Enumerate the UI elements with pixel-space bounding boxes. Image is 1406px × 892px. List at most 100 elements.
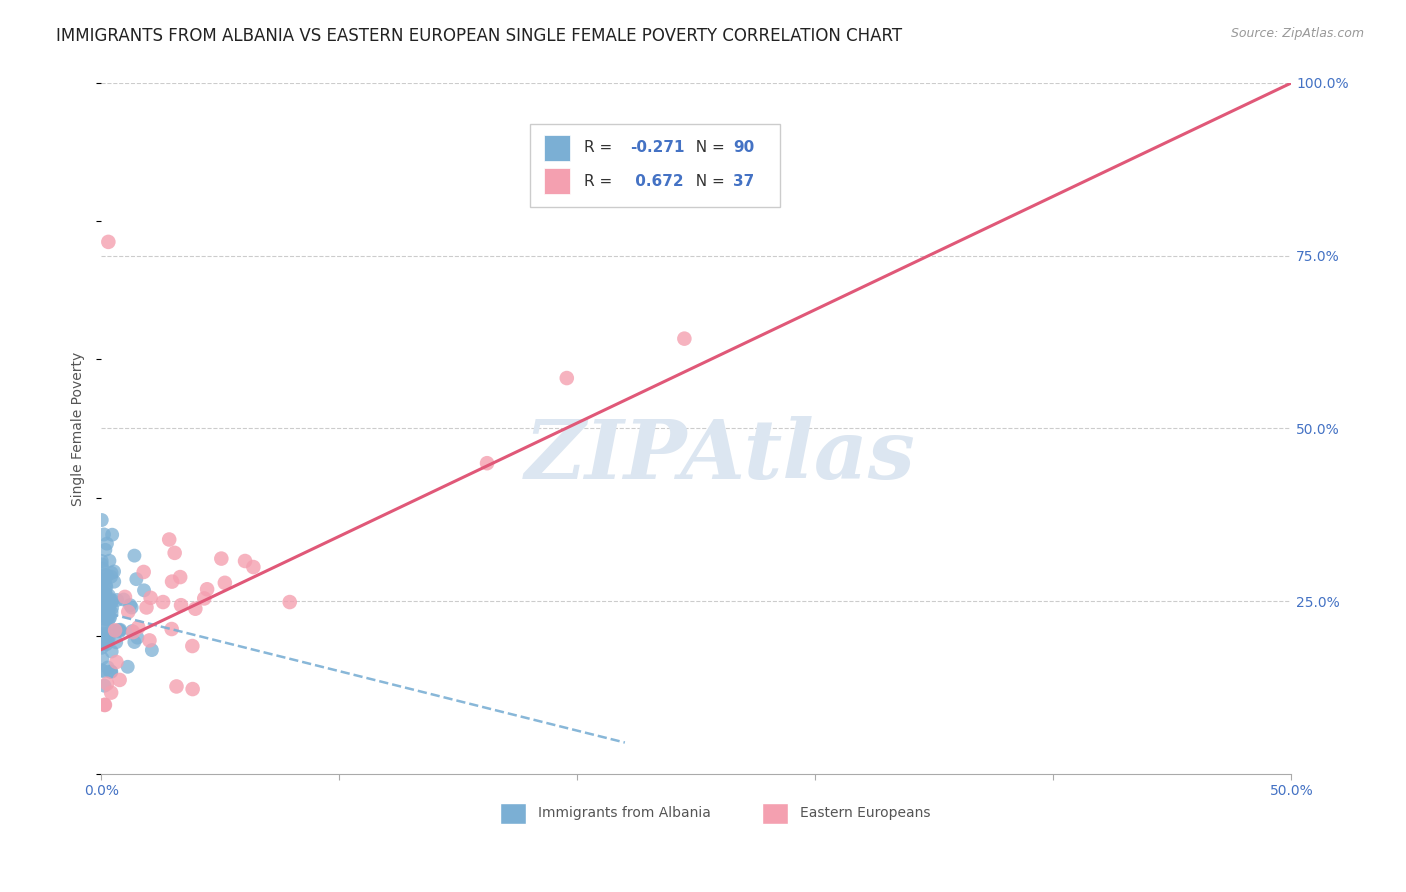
Point: [97, 589, 120, 603]
Point: [108, 623, 131, 637]
Point: [193, 591, 215, 606]
Point: [97, 235, 120, 249]
Point: [141, 643, 163, 657]
Point: [103, 565, 125, 579]
Text: N =: N =: [686, 174, 730, 188]
Point: [90, 595, 112, 609]
Point: [97, 594, 120, 608]
Point: [96, 637, 118, 651]
Point: [124, 549, 146, 563]
Point: [475, 456, 498, 470]
Point: [97, 612, 120, 626]
Point: [124, 635, 146, 649]
Point: [90, 574, 112, 588]
Point: [105, 655, 128, 669]
Point: [90, 558, 112, 572]
Point: [139, 591, 162, 605]
Point: [112, 592, 135, 607]
Point: [97, 598, 120, 612]
Point: [127, 631, 149, 645]
Point: [93, 573, 115, 587]
Point: [181, 682, 204, 697]
Point: [101, 593, 124, 607]
Point: [108, 673, 131, 687]
Point: [101, 527, 124, 541]
FancyBboxPatch shape: [530, 124, 779, 207]
Point: [93, 626, 115, 640]
Point: [278, 595, 301, 609]
Point: [100, 624, 122, 638]
Point: [100, 566, 122, 580]
Point: [108, 623, 131, 637]
Point: [91, 628, 114, 642]
Point: [94, 594, 117, 608]
Point: [122, 625, 145, 640]
Point: [93, 527, 115, 541]
Point: [97, 604, 120, 618]
Point: [100, 685, 122, 699]
Point: [170, 598, 193, 612]
Point: [100, 665, 122, 679]
Point: [214, 575, 236, 590]
Point: [157, 533, 180, 547]
Point: [166, 680, 188, 694]
Text: N =: N =: [686, 140, 730, 155]
Point: [127, 620, 149, 634]
Point: [117, 660, 139, 674]
Point: [93, 612, 115, 626]
Point: [93, 600, 115, 615]
Point: [181, 639, 204, 653]
Text: IMMIGRANTS FROM ALBANIA VS EASTERN EUROPEAN SINGLE FEMALE POVERTY CORRELATION CH: IMMIGRANTS FROM ALBANIA VS EASTERN EUROP…: [56, 27, 903, 45]
Point: [209, 551, 232, 566]
Point: [96, 610, 118, 624]
Point: [135, 600, 157, 615]
Point: [91, 632, 114, 646]
Point: [163, 546, 186, 560]
Point: [96, 593, 118, 607]
Point: [93, 679, 115, 693]
Text: Source: ZipAtlas.com: Source: ZipAtlas.com: [1230, 27, 1364, 40]
Point: [117, 605, 139, 619]
Point: [96, 580, 118, 594]
Point: [100, 569, 122, 583]
Point: [94, 587, 117, 601]
Point: [100, 595, 122, 609]
Point: [94, 606, 117, 620]
Point: [673, 332, 696, 346]
FancyBboxPatch shape: [762, 803, 787, 824]
Point: [90, 633, 112, 648]
Point: [97, 660, 120, 674]
Point: [94, 567, 117, 582]
Point: [94, 698, 117, 712]
Point: [91, 618, 114, 632]
FancyBboxPatch shape: [544, 168, 569, 194]
FancyBboxPatch shape: [501, 803, 526, 824]
Point: [100, 644, 122, 658]
Point: [90, 640, 112, 655]
Point: [90, 513, 112, 527]
Point: [96, 632, 118, 647]
Text: 37: 37: [733, 174, 755, 188]
Point: [121, 600, 143, 615]
Point: [90, 638, 112, 652]
Point: [120, 598, 142, 612]
Point: [96, 612, 118, 626]
Point: [160, 574, 183, 589]
Point: [96, 536, 118, 550]
Point: [100, 665, 122, 679]
Point: [97, 591, 120, 605]
Point: [90, 597, 112, 611]
Point: [96, 676, 118, 690]
Text: 90: 90: [733, 140, 755, 155]
Point: [90, 573, 112, 587]
Point: [125, 572, 148, 586]
Point: [98, 665, 121, 679]
Point: [93, 664, 115, 678]
Y-axis label: Single Female Poverty: Single Female Poverty: [72, 351, 86, 506]
Point: [97, 609, 120, 624]
Point: [97, 632, 120, 646]
Text: 0.672: 0.672: [630, 174, 683, 188]
Text: Eastern Europeans: Eastern Europeans: [800, 805, 931, 820]
Text: -0.271: -0.271: [630, 140, 685, 155]
Point: [105, 593, 128, 607]
